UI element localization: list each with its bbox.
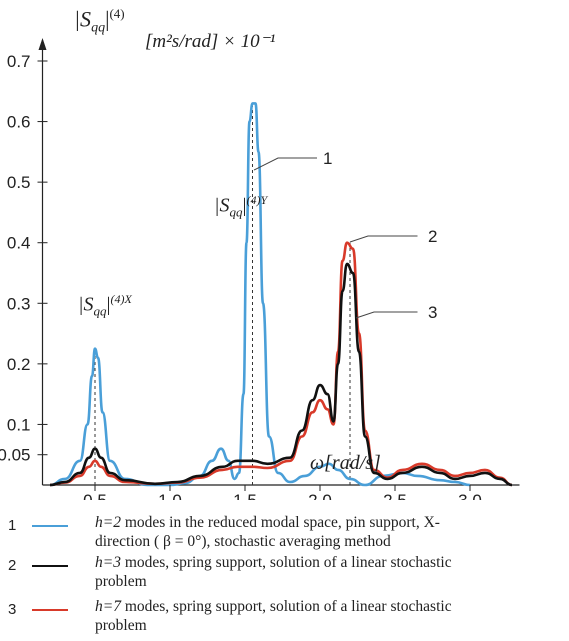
y-axis-label: |Sqq|(4) <box>74 6 125 36</box>
callouts: 1 2 3 <box>253 149 437 322</box>
callout-leader-3 <box>355 311 418 319</box>
y-axis-arrow <box>38 38 47 50</box>
y-tick-label: 0.2 <box>7 355 31 374</box>
y-tick-label: 0.05 <box>0 446 31 465</box>
legend-swatch-1 <box>32 525 68 527</box>
y-tick-label: 0.7 <box>7 52 31 71</box>
y-tick-label: 0.3 <box>7 294 31 313</box>
x-tick-label: 1.0 <box>158 491 182 500</box>
series-line-3 <box>49 241 513 487</box>
legend-swatch-3 <box>32 609 68 611</box>
reference-lines <box>94 103 351 485</box>
x-tick-label: 3.0 <box>458 491 482 500</box>
y-tick-label: 0.5 <box>7 173 31 192</box>
y-tick-label: 0.1 <box>7 415 31 434</box>
x-axis-label: ω[rad/s] <box>310 452 381 474</box>
y-axis-units: [m²s/rad] × 10⁻¹ <box>145 31 276 52</box>
ticks: 0.05 0.1 0.2 0.3 0.4 0.5 0.6 0.7 0.5 1.0 1.5 2.0 2.5… <box>0 52 482 500</box>
legend-number: 1 <box>8 517 17 534</box>
peak-y-annotation: |Sqq|(4)Y <box>214 193 268 220</box>
peak-x-annotation: |Sqq|(4)X <box>78 292 132 319</box>
legend-number: 3 <box>8 601 17 618</box>
series-group <box>49 102 513 487</box>
x-tick-label: 2.5 <box>383 491 407 500</box>
x-tick-label: 1.5 <box>233 491 257 500</box>
callout-leader-2 <box>349 235 418 243</box>
y-tick-label: 0.4 <box>7 234 31 253</box>
series-line-1 <box>49 102 471 487</box>
legend-swatch-2 <box>32 565 68 567</box>
callout-label-2: 2 <box>428 227 437 246</box>
callout-leader-1 <box>253 157 317 171</box>
callout-label-3: 3 <box>428 303 437 322</box>
x-tick-label: 2.0 <box>308 491 332 500</box>
y-tick-label: 0.6 <box>7 113 31 132</box>
x-tick-label: 0.5 <box>83 491 107 500</box>
series-line-2 <box>49 262 513 487</box>
axes <box>38 38 520 486</box>
callout-label-1: 1 <box>323 149 332 168</box>
spectral-density-chart: 0.05 0.1 0.2 0.3 0.4 0.5 0.6 0.7 0.5 1.0 1.5 2.0 2.5… <box>0 38 520 500</box>
legend-number: 2 <box>8 557 17 574</box>
